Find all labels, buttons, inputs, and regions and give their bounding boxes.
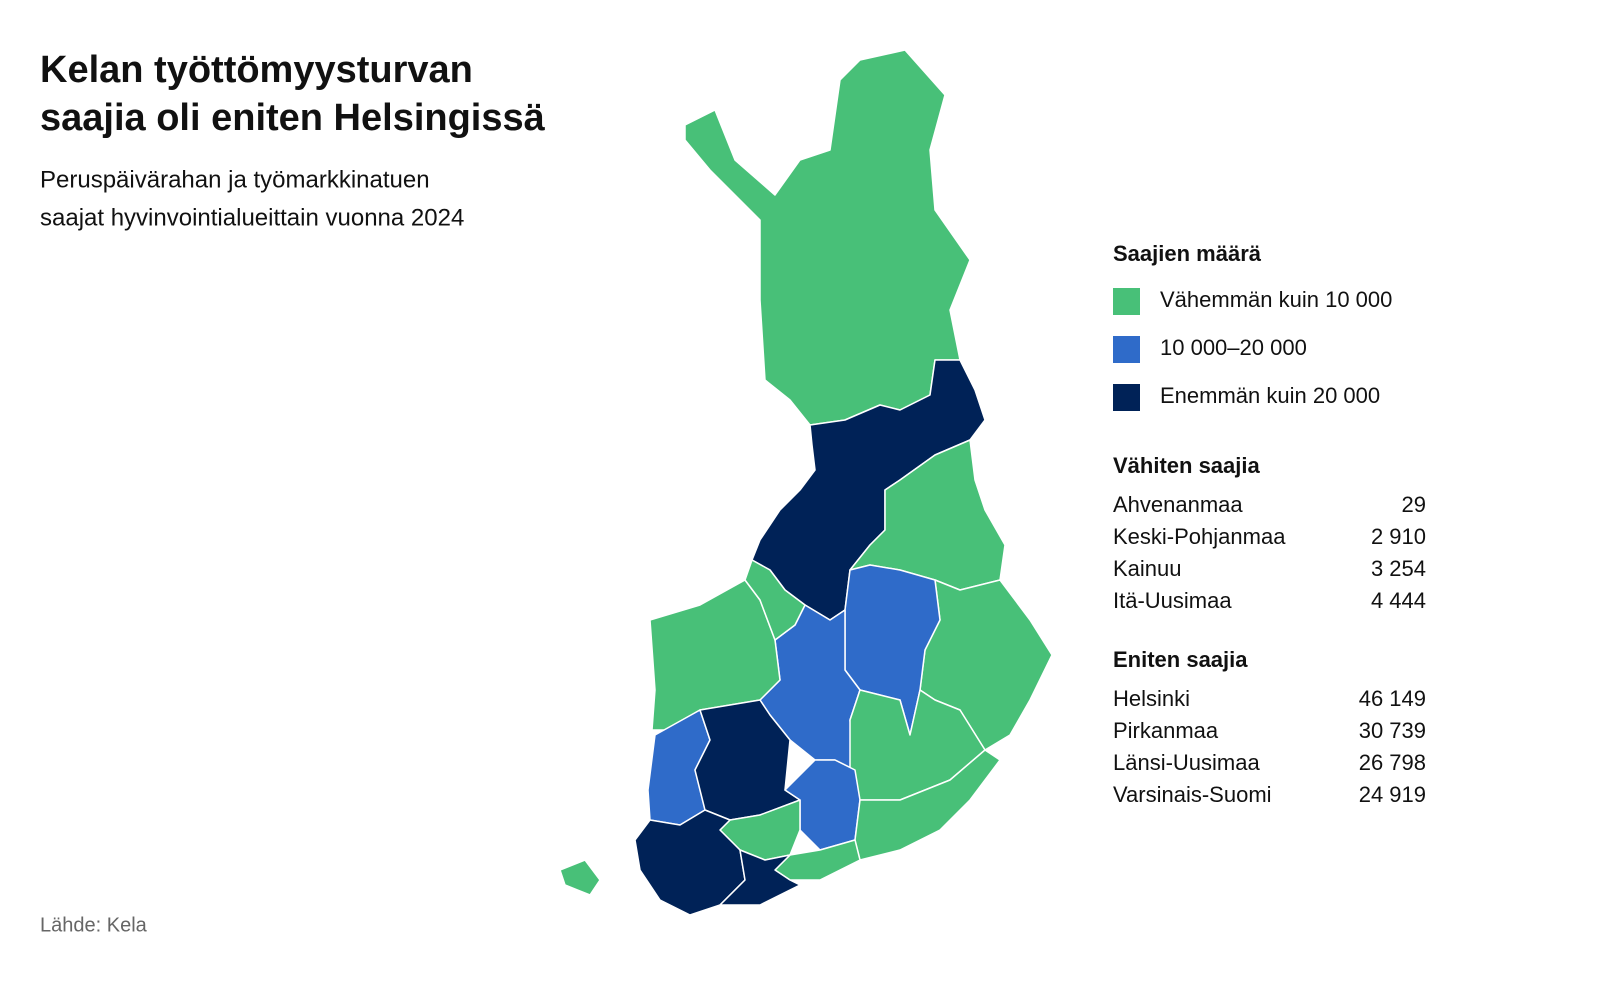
row-name: Varsinais-Suomi	[1113, 782, 1272, 807]
list-title: Vähiten saajia	[1113, 453, 1261, 478]
row-name: Keski-Pohjanmaa	[1113, 524, 1286, 549]
row-value: 30 739	[1359, 718, 1426, 743]
row-value: 29	[1402, 492, 1426, 517]
lists: Vähiten saajia Ahvenanmaa 29 Keski-Pohjanma…	[1113, 453, 1426, 807]
region	[719, 849, 801, 906]
row-value: 24 919	[1359, 782, 1426, 807]
legend-label: Enemmän kuin 20 000	[1160, 383, 1380, 408]
legend-label: Vähemmän kuin 10 000	[1160, 287, 1392, 312]
legend-label: 10 000–20 000	[1160, 335, 1307, 360]
row-value: 3 254	[1371, 556, 1426, 581]
title-line: Kelan työttömyysturvan	[40, 49, 473, 91]
legend-title: Saajien määrä	[1113, 241, 1262, 266]
row-value: 46 149	[1359, 686, 1426, 711]
row-name: Länsi-Uusimaa	[1113, 750, 1260, 775]
subtitle-line: Peruspäivärahan ja työmarkkinatuen	[40, 166, 430, 193]
row-name: Ahvenanmaa	[1113, 492, 1243, 517]
list-title: Eniten saajia	[1113, 647, 1248, 672]
region	[559, 859, 601, 896]
legend-swatch	[1113, 336, 1140, 363]
legend-swatch	[1113, 288, 1140, 315]
row-value: 4 444	[1371, 588, 1426, 613]
region	[649, 579, 781, 731]
row-value: 26 798	[1359, 750, 1426, 775]
source: Lähde: Kela	[40, 914, 148, 936]
title-line: saajia oli eniten Helsingissä	[40, 97, 546, 139]
row-value: 2 910	[1371, 524, 1426, 549]
row-name: Itä-Uusimaa	[1113, 588, 1232, 613]
region	[744, 559, 806, 641]
map	[559, 49, 1053, 916]
legend: Vähemmän kuin 10 000 10 000–20 000 Enemmän…	[1113, 287, 1392, 411]
row-name: Kainuu	[1113, 556, 1182, 581]
region	[684, 49, 971, 426]
subtitle-line: saajat hyvinvointialueittain vuonna 2024	[40, 204, 464, 231]
legend-swatch	[1113, 384, 1140, 411]
row-name: Helsinki	[1113, 686, 1190, 711]
row-name: Pirkanmaa	[1113, 718, 1219, 743]
